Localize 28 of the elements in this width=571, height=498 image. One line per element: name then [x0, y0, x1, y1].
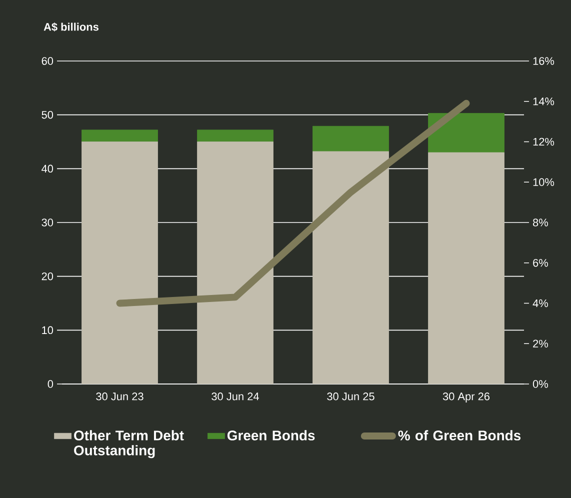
y-tick-label: 20: [42, 272, 54, 280]
y2-tick-label: 16%: [533, 57, 554, 65]
legend-label: Green Bonds: [227, 430, 315, 440]
x-tick-label: 30 Jun 23: [96, 392, 144, 400]
bar: [197, 130, 274, 142]
y2-tick-label: 14%: [533, 98, 554, 106]
x-tick-label: 30 Jun 25: [327, 392, 374, 400]
y2-tick-label: 4%: [532, 299, 548, 308]
bar: [82, 130, 158, 142]
y2-tick-label: 2%: [533, 340, 548, 348]
y-tick-label: 0: [48, 380, 54, 388]
y-tick-label: 50: [42, 110, 54, 119]
y2-tick-label: 0%: [532, 380, 548, 388]
x-tick-label: 30 Jun 24: [212, 392, 259, 400]
y2-tick-label: 10%: [533, 178, 554, 186]
x-tick-label: 30 Apr 26: [442, 392, 490, 402]
y2-tick-label: 8%: [532, 218, 548, 226]
legend-label: Other Term Debt Outstanding: [74, 430, 184, 458]
y2-tick-label: 6%: [533, 259, 548, 267]
y-tick-label: 40: [42, 164, 54, 173]
y-axis-title: A$ billions: [44, 22, 98, 32]
bar: [312, 126, 389, 152]
y2-tick-label: 12%: [533, 138, 554, 146]
y-tick-label: 60: [42, 57, 54, 65]
y-tick-label: 30: [42, 218, 54, 226]
legend-label: % of Green Bonds: [398, 430, 521, 440]
bar: [428, 113, 504, 153]
y-tick-label: 10: [42, 326, 54, 334]
